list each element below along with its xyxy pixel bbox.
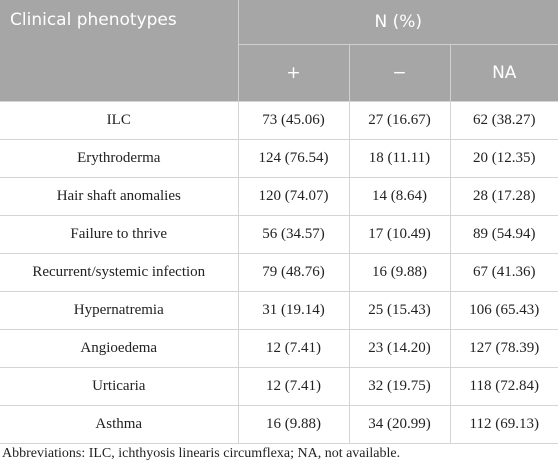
cell: 31 (19.14): [237, 291, 350, 330]
column-header: +: [237, 44, 349, 102]
table-row: Hair shaft anomalies 120 (74.07) 14 (8.64)…: [0, 177, 558, 216]
row-label: Recurrent/systemic infection: [0, 253, 239, 292]
table-body: ILC 73 (45.06) 27 (16.67) 62 (38.27) Erythro…: [0, 101, 558, 444]
table: Clinical phenotypes N (%) + − NA ILC 73 (45…: [0, 0, 558, 444]
footnote: Abbreviations: ILC, ichthyosis linearis …: [2, 446, 401, 461]
cell: 124 (76.54): [237, 139, 350, 178]
cell: 28 (17.28): [449, 177, 558, 216]
header-group: N (%): [237, 0, 558, 45]
row-label: Hair shaft anomalies: [0, 177, 239, 216]
row-label: Erythroderma: [0, 139, 239, 178]
cell: 62 (38.27): [449, 101, 558, 140]
table-row: ILC 73 (45.06) 27 (16.67) 62 (38.27): [0, 101, 558, 140]
table-row: Hypernatremia 31 (19.14) 25 (15.43) 106 (65…: [0, 291, 558, 330]
table-row: Angioedema 12 (7.41) 23 (14.20) 127 (78.39): [0, 329, 558, 368]
row-label: Asthma: [0, 405, 239, 444]
cell: 67 (41.36): [449, 253, 558, 292]
cell: 17 (10.49): [348, 215, 451, 254]
table-row: Recurrent/systemic infection 79 (48.76) 16…: [0, 253, 558, 292]
cell: 32 (19.75): [348, 367, 451, 406]
cell: 73 (45.06): [237, 101, 350, 140]
table-row: Erythroderma 124 (76.54) 18 (11.11) 20 (12.…: [0, 139, 558, 178]
column-header: −: [348, 44, 450, 102]
cell: 12 (7.41): [237, 367, 350, 406]
cell: 127 (78.39): [449, 329, 558, 368]
cell: 12 (7.41): [237, 329, 350, 368]
row-label: Failure to thrive: [0, 215, 239, 254]
cell: 79 (48.76): [237, 253, 350, 292]
cell: 23 (14.20): [348, 329, 451, 368]
header-row: + − NA: [0, 44, 558, 102]
cell: 34 (20.99): [348, 405, 451, 444]
cell: 106 (65.43): [449, 291, 558, 330]
row-label: Urticaria: [0, 367, 239, 406]
header-title: Clinical phenotypes: [0, 0, 238, 102]
cell: 89 (54.94): [449, 215, 558, 254]
cell: 20 (12.35): [449, 139, 558, 178]
row-label: ILC: [0, 101, 239, 140]
cell: 18 (11.11): [348, 139, 451, 178]
cell: 56 (34.57): [237, 215, 350, 254]
table-row: Asthma 16 (9.88) 34 (20.99) 112 (69.13): [0, 405, 558, 444]
cell: 16 (9.88): [237, 405, 350, 444]
column-header: NA: [449, 44, 558, 102]
table-row: Failure to thrive 56 (34.57) 17 (10.49) 89 …: [0, 215, 558, 254]
cell: 120 (74.07): [237, 177, 350, 216]
row-label: Angioedema: [0, 329, 239, 368]
cell: 112 (69.13): [449, 405, 558, 444]
row-label: Hypernatremia: [0, 291, 239, 330]
cell: 118 (72.84): [449, 367, 558, 406]
cell: 25 (15.43): [348, 291, 451, 330]
table-row: Urticaria 12 (7.41) 32 (19.75) 118 (72.84): [0, 367, 558, 406]
cell: 27 (16.67): [348, 101, 451, 140]
cell: 14 (8.64): [348, 177, 451, 216]
cell: 16 (9.88): [348, 253, 451, 292]
